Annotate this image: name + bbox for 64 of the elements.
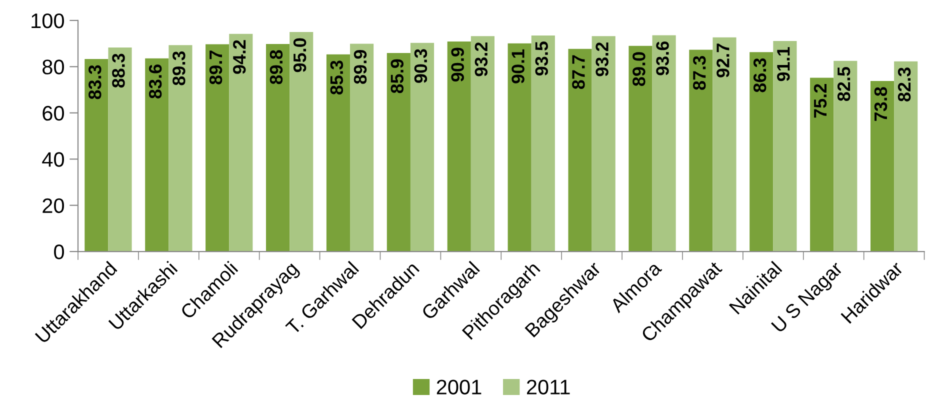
data-label: 93.2 <box>596 42 608 76</box>
bar <box>447 41 471 252</box>
data-label: 73.8 <box>874 87 888 121</box>
data-label: 95.0 <box>293 38 306 72</box>
data-label: 93.2 <box>474 42 488 76</box>
bar <box>108 47 132 252</box>
data-label: 85.9 <box>390 59 404 94</box>
data-label: 89.9 <box>354 50 367 84</box>
data-label: 83.6 <box>148 64 162 98</box>
bar <box>470 36 494 252</box>
data-label: 89.7 <box>209 50 222 84</box>
data-label: 89.0 <box>632 52 646 86</box>
bar <box>894 61 918 252</box>
bar <box>773 41 797 252</box>
bar <box>592 36 616 252</box>
legend-label: 2001 <box>436 380 482 394</box>
bar <box>229 34 253 252</box>
bar <box>266 44 290 252</box>
bar <box>870 80 894 252</box>
data-label: 85.3 <box>330 60 344 95</box>
data-label: 87.7 <box>572 55 585 89</box>
data-label: 89.3 <box>172 51 186 86</box>
data-label: 94.2 <box>232 40 246 74</box>
data-label: 82.3 <box>898 68 911 102</box>
bar <box>810 78 834 252</box>
data-label: 83.3 <box>88 65 102 100</box>
data-label: 87.3 <box>692 56 706 90</box>
data-label: 92.7 <box>716 44 730 78</box>
bar <box>652 35 676 252</box>
data-label: 90.9 <box>451 48 464 82</box>
bar <box>206 44 230 252</box>
legend-label: 2011 <box>526 380 570 394</box>
bar <box>508 43 532 252</box>
y-tick-label: 60 <box>42 106 64 121</box>
y-tick-label: 100 <box>32 13 64 28</box>
bar <box>531 35 555 252</box>
bar <box>84 59 108 252</box>
y-tick-label: 20 <box>42 198 64 214</box>
bar <box>712 37 736 252</box>
data-label: 90.3 <box>414 49 428 83</box>
bar <box>628 46 652 252</box>
bar <box>568 48 592 252</box>
data-label: 88.3 <box>112 54 125 88</box>
data-label: 91.1 <box>777 47 790 82</box>
data-label: 93.6 <box>656 41 669 76</box>
data-label: 86.3 <box>753 58 766 92</box>
data-label: 89.8 <box>270 50 283 84</box>
bar <box>689 50 713 252</box>
bar <box>834 60 858 252</box>
bar <box>750 52 774 252</box>
data-label: 75.2 <box>814 84 827 118</box>
y-tick-label: 80 <box>42 60 64 74</box>
bar <box>410 42 434 252</box>
y-tick-label: 0 <box>54 244 64 260</box>
bar <box>350 44 374 252</box>
bar <box>326 54 350 252</box>
bar <box>290 32 314 252</box>
data-label: 90.1 <box>512 49 524 84</box>
bar <box>145 58 169 252</box>
bar <box>168 45 192 252</box>
bar <box>386 53 410 252</box>
y-tick-label: 40 <box>42 152 64 167</box>
data-label: 82.5 <box>837 66 850 102</box>
data-label: 93.5 <box>535 42 548 76</box>
